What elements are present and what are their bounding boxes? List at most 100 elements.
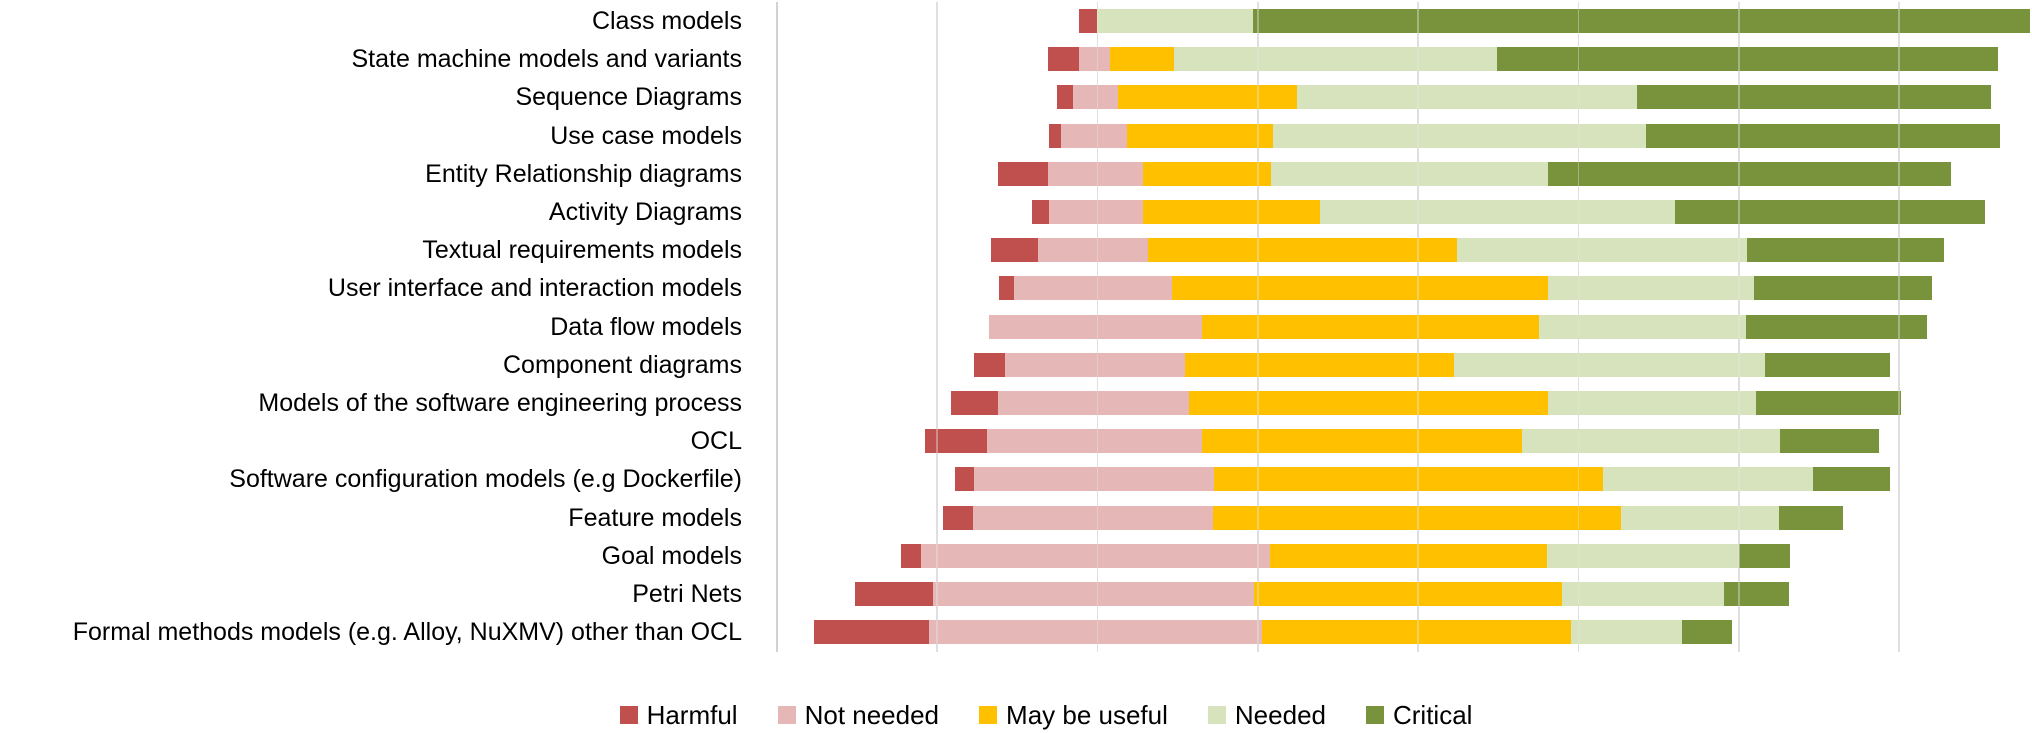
bar-segment-not-needed [1005, 352, 1185, 377]
bar-segment-may-be-useful [1189, 391, 1548, 415]
bar-segment-needed [1320, 200, 1675, 224]
bar-segment-harmful [855, 582, 933, 606]
bar-segment-harmful [814, 620, 929, 645]
legend-item-harmful: Harmful [619, 700, 738, 730]
bar-segment-not-needed [973, 467, 1215, 492]
category-label: Models of the software engineering proce… [258, 389, 742, 417]
category-label: State machine models and variants [351, 45, 743, 74]
bar-row [989, 314, 1927, 339]
legend-label: Critical [1392, 700, 1473, 730]
bar-segment-may-be-useful [1184, 352, 1454, 377]
bar-segment-may-be-useful [1262, 620, 1572, 645]
bar-segment-needed [1547, 543, 1740, 568]
legend-item-not-needed: Not needed [777, 701, 939, 729]
bar-segment-not-needed [1049, 200, 1144, 224]
bar-segment-not-needed [986, 429, 1203, 454]
bar-segment-not-needed [1072, 85, 1118, 110]
bar-segment-critical [1723, 582, 1790, 606]
bar-segment-needed [1273, 123, 1646, 148]
category-label: Use case models [550, 121, 742, 150]
bar-segment-not-needed [1061, 123, 1127, 148]
bar-segment-needed [1097, 9, 1254, 33]
bar-segment-critical [1753, 276, 1932, 301]
bar-segment-needed [1456, 238, 1747, 263]
bar-segment-may-be-useful [1214, 467, 1603, 492]
gridline-overlay [1417, 2, 1419, 652]
bar-segment-needed [1174, 47, 1498, 72]
legend-item-needed: Needed [1207, 700, 1326, 730]
category-label: OCL [690, 427, 742, 456]
bar-segment-may-be-useful [1212, 505, 1621, 530]
category-label: Textual requirements models [422, 236, 742, 265]
bar-segment-critical [1674, 200, 1985, 224]
bar-segment-harmful [991, 238, 1038, 263]
bar-row [943, 505, 1843, 530]
bar-row [1048, 47, 1998, 72]
bar-segment-critical [1813, 467, 1891, 492]
bar-segment-critical [1739, 543, 1791, 568]
bar-segment-critical [1746, 238, 1944, 263]
bar-segment-harmful [999, 276, 1014, 301]
bar-segment-needed [1521, 429, 1780, 454]
bar-segment-needed [1602, 467, 1814, 492]
bar-segment-needed [1620, 505, 1780, 530]
bar-segment-not-needed [997, 391, 1190, 415]
bar-segment-may-be-useful [1109, 47, 1175, 72]
bar-segment-needed [1561, 582, 1724, 606]
legend-swatch-not-needed [777, 706, 796, 724]
bar-segment-not-needed [1047, 161, 1143, 186]
legend-swatch-needed [1207, 706, 1226, 724]
bar-segment-harmful [1079, 9, 1098, 33]
bar-segment-may-be-useful [1126, 123, 1274, 148]
category-label: Formal methods models (e.g. Alloy, NuXMV… [72, 618, 742, 647]
category-label: Entity Relationship diagrams [425, 159, 742, 188]
bar-segment-may-be-useful [1142, 161, 1271, 186]
bar-segment-not-needed [1037, 238, 1149, 263]
bar-segment-critical [1765, 352, 1891, 377]
category-label: Goal models [601, 541, 742, 570]
bar-segment-critical [1779, 505, 1843, 530]
bar-segment-may-be-useful [1117, 85, 1298, 110]
legend-swatch-critical [1365, 706, 1384, 724]
chart-legend: Harmful Not needed May be useful Needed Crit… [60, 700, 2032, 730]
category-label: Software configuration models (e.g Docke… [229, 465, 742, 494]
category-label: User interface and interaction models [327, 274, 742, 303]
bar-segment-needed [1297, 85, 1637, 110]
bar-segment-harmful [1048, 47, 1080, 72]
bar-segment-critical [1497, 47, 1998, 72]
bar-segment-not-needed [920, 543, 1271, 568]
legend-item-critical: Critical [1365, 700, 1473, 730]
legend-swatch-may-be-useful [979, 706, 998, 724]
bar-row [925, 429, 1879, 454]
bar-segment-may-be-useful [1143, 200, 1321, 224]
bar-segment-critical [1755, 391, 1901, 415]
bar-row [1057, 85, 1991, 110]
legend-label: Needed [1234, 700, 1326, 730]
bar-row [1049, 123, 2000, 148]
bar-segment-critical [1645, 123, 2000, 148]
bar-segment-harmful [925, 429, 987, 454]
gridline-overlay [1898, 2, 1901, 652]
category-label: Data flow models [550, 312, 742, 341]
gridline-overlay [936, 2, 938, 652]
bar-segment-harmful [1049, 123, 1062, 148]
bar-segment-critical [1636, 85, 1991, 110]
bar-row [951, 391, 1901, 415]
bar-segment-critical [1745, 314, 1927, 339]
bar-segment-critical [1682, 620, 1733, 645]
legend-label: Harmful [646, 700, 738, 730]
legend-swatch-harmful [619, 706, 638, 724]
gridline [936, 2, 938, 652]
bar-segment-may-be-useful [1201, 314, 1539, 339]
bar-segment-harmful [955, 467, 974, 492]
bar-segment-needed [1547, 276, 1754, 301]
bar-segment-critical [1547, 161, 1951, 186]
bar-row [955, 467, 1891, 492]
bar-row [901, 543, 1791, 568]
bar-segment-needed [1571, 620, 1683, 645]
bar-segment-not-needed [1079, 47, 1110, 72]
bar-segment-harmful [974, 352, 1006, 377]
bar-segment-may-be-useful [1202, 429, 1522, 454]
bar-segment-harmful [901, 543, 921, 568]
